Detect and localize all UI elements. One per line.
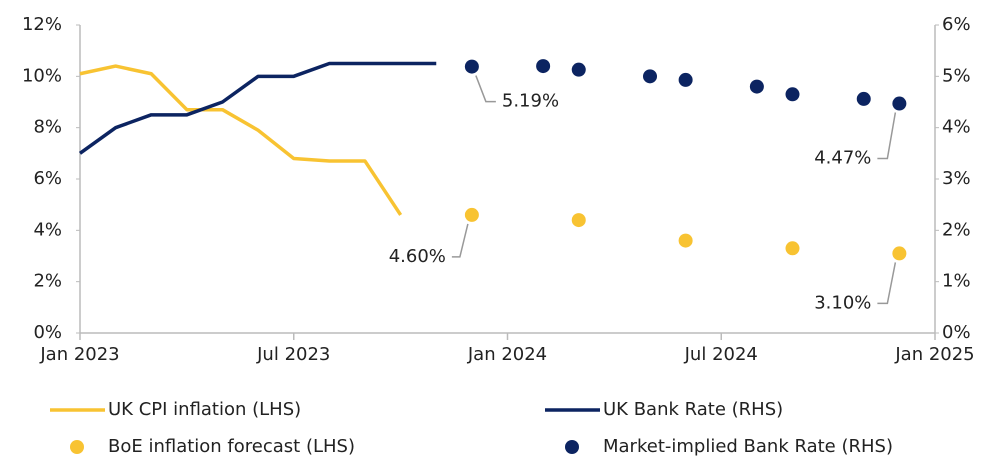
series-dot <box>749 79 764 94</box>
x-tick-label: Jan 2025 <box>894 344 974 365</box>
series-dot <box>536 59 551 74</box>
series-dot <box>571 213 586 228</box>
series-line <box>78 61 437 155</box>
leader-line <box>451 223 469 258</box>
legend-label: UK Bank Rate (RHS) <box>603 399 783 420</box>
series-dot <box>464 207 479 222</box>
y2-tick-label: 0% <box>942 322 971 343</box>
series-dot <box>643 69 657 84</box>
series-dot <box>678 72 693 87</box>
leader-line <box>475 75 496 103</box>
series-dot <box>571 62 586 77</box>
series-dot <box>785 241 800 256</box>
x-tick-label: Jan 2024 <box>467 344 547 365</box>
value-label: 4.47% <box>814 148 871 169</box>
series-dot <box>785 87 800 102</box>
y-tick-label: 6% <box>33 168 62 189</box>
series-dot <box>856 91 871 106</box>
y2-tick-label: 2% <box>942 219 971 240</box>
y-tick-label: 4% <box>33 219 62 240</box>
legend-label: BoE inflation forecast (LHS) <box>108 436 355 457</box>
y-tick-label: 12% <box>22 14 62 35</box>
legend-dot <box>70 440 84 454</box>
legend-dot <box>565 440 579 454</box>
y-tick-label: 10% <box>22 65 62 86</box>
value-label: 3.10% <box>814 292 871 313</box>
y-tick-label: 8% <box>33 117 62 138</box>
value-label: 4.60% <box>389 246 446 267</box>
y2-tick-label: 1% <box>942 271 971 292</box>
y2-tick-label: 3% <box>942 168 971 189</box>
legend-label: UK CPI inflation (LHS) <box>108 399 301 420</box>
value-label: 5.19% <box>502 91 559 112</box>
x-tick-label: Jan 2023 <box>39 344 119 365</box>
y2-tick-label: 6% <box>942 14 971 35</box>
series-dot <box>892 96 907 111</box>
series-dot <box>892 246 907 261</box>
series-line <box>79 64 403 216</box>
leader-line <box>877 262 897 305</box>
y-tick-label: 2% <box>33 271 62 292</box>
y-tick-label: 0% <box>33 322 62 343</box>
x-tick-label: Jul 2023 <box>256 344 330 365</box>
series-dot <box>678 233 693 248</box>
leader-line <box>877 112 897 160</box>
legend-label: Market-implied Bank Rate (RHS) <box>603 436 893 457</box>
series-dot <box>464 59 479 74</box>
x-tick-label: Jul 2024 <box>684 344 758 365</box>
y2-tick-label: 5% <box>942 65 971 86</box>
y2-tick-label: 4% <box>942 117 971 138</box>
